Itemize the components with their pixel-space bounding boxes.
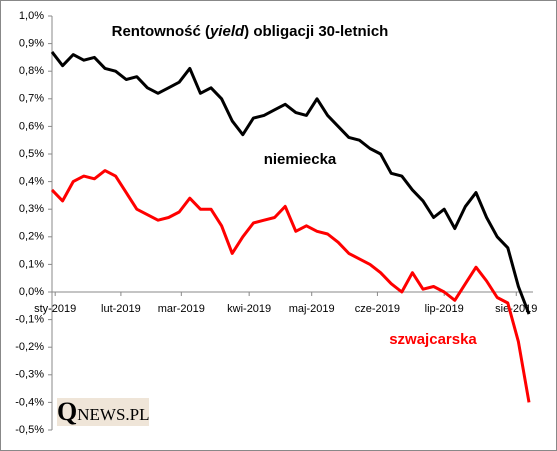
y-tick-label: -0,2% bbox=[15, 341, 44, 353]
y-tick-label: -0,5% bbox=[15, 424, 44, 436]
logo: QNEWS.PL bbox=[57, 397, 150, 426]
title-part: ) obligacji 30-letnich bbox=[244, 23, 388, 40]
y-tick-label: 0,5% bbox=[19, 148, 44, 160]
y-tick-label: 0,9% bbox=[19, 38, 44, 50]
series-line bbox=[50, 169, 531, 403]
y-tick-label: -0,3% bbox=[15, 369, 44, 381]
y-tick-label: 0,7% bbox=[19, 93, 44, 105]
series-label: niemiecka bbox=[264, 151, 337, 168]
y-tick-label: -0,1% bbox=[15, 314, 44, 326]
chart-title: Rentowność (yield) obligacji 30-letnich bbox=[112, 23, 389, 40]
series-label: szwajcarska bbox=[389, 331, 477, 348]
y-tick-label: 0,2% bbox=[19, 231, 44, 243]
y-tick-label: 0,1% bbox=[19, 258, 44, 270]
x-tick-label: cze-2019 bbox=[355, 303, 400, 315]
title-part: yield bbox=[209, 23, 245, 40]
x-tick-label: sty-2019 bbox=[34, 303, 76, 315]
y-tick-label: 0,6% bbox=[19, 120, 44, 132]
y-tick-label: 1,0% bbox=[19, 10, 44, 22]
x-tick-label: maj-2019 bbox=[289, 303, 335, 315]
x-tick-label: lip-2019 bbox=[425, 303, 464, 315]
y-tick-label: -0,4% bbox=[15, 396, 44, 408]
series-line bbox=[50, 50, 531, 315]
x-tick-label: kwi-2019 bbox=[227, 303, 271, 315]
y-tick-label: 0,3% bbox=[19, 203, 44, 215]
y-tick-label: 0,0% bbox=[19, 286, 44, 298]
y-tick-label: 0,8% bbox=[19, 65, 44, 77]
x-tick-label: lut-2019 bbox=[101, 303, 141, 315]
x-tick-label: mar-2019 bbox=[158, 303, 205, 315]
y-tick-label: 0,4% bbox=[19, 176, 44, 188]
x-tick-label: sie-2019 bbox=[495, 303, 537, 315]
title-part: Rentowność ( bbox=[112, 23, 210, 40]
